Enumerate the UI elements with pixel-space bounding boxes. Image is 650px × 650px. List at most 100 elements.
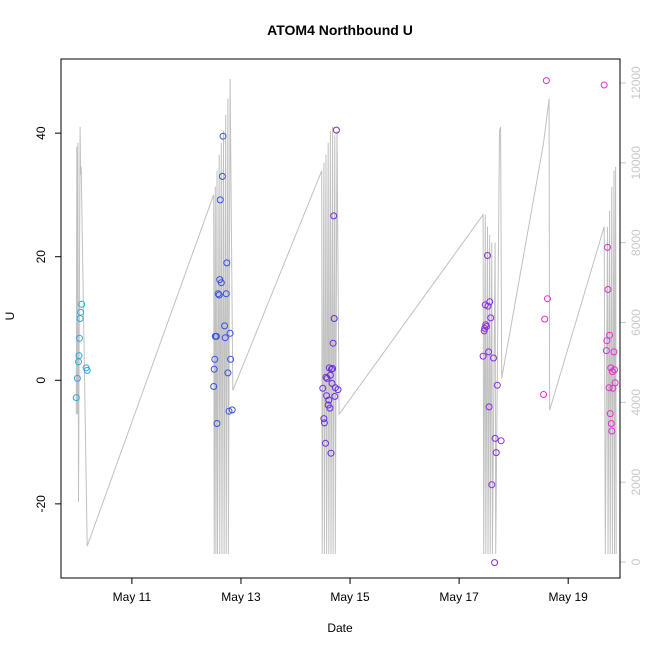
data-point: [486, 298, 494, 306]
data-point: [602, 347, 610, 355]
y2-tick-label: 6000: [629, 309, 643, 336]
data-point: [224, 369, 232, 377]
data-point: [75, 352, 83, 360]
data-point: [218, 172, 226, 180]
data-point: [322, 439, 329, 447]
data-point: [77, 308, 85, 316]
data-point: [480, 327, 488, 335]
data-point: [491, 559, 499, 567]
plot-frame: [60, 58, 621, 579]
x-tick-label: May 13: [221, 590, 261, 604]
data-point: [611, 379, 619, 387]
data-point: [320, 415, 328, 423]
data-point: [331, 392, 339, 400]
data-point: [76, 334, 83, 342]
y-tick-label: 40: [34, 126, 48, 140]
data-point: [608, 368, 616, 376]
chart-title: ATOM4 Northbound U: [267, 22, 413, 38]
data-point: [491, 434, 499, 442]
y-axis-right: 0 2000 4000 6000 8000 10000 12000: [619, 66, 643, 565]
data-point: [225, 407, 233, 415]
data-point: [540, 391, 548, 398]
data-points: [72, 77, 619, 567]
x-tick-label: May 15: [330, 590, 370, 604]
data-point: [329, 339, 337, 347]
y2-tick-label: 12000: [629, 66, 643, 100]
data-point: [490, 354, 497, 362]
data-point: [213, 420, 221, 427]
data-point: [325, 396, 333, 404]
data-point: [210, 383, 218, 390]
data-point: [485, 403, 493, 411]
data-point: [544, 295, 551, 303]
data-point: [73, 374, 81, 382]
x-axis-label: Date: [327, 621, 353, 635]
data-point: [607, 364, 615, 372]
y-tick-label: 20: [34, 250, 48, 264]
data-point: [334, 386, 342, 394]
data-point: [330, 315, 338, 322]
data-point: [606, 331, 614, 339]
data-point: [72, 394, 80, 402]
data-point: [493, 381, 501, 389]
data-point: [485, 348, 493, 356]
data-point: [217, 279, 225, 287]
data-point: [481, 324, 489, 332]
data-point: [78, 300, 86, 308]
data-point: [212, 332, 220, 340]
data-point: [605, 384, 613, 392]
data-point: [328, 365, 335, 373]
x-axis: May 11 May 13 May 15 May 17 May 19: [113, 578, 589, 604]
data-point: [219, 132, 227, 140]
data-point: [608, 427, 616, 435]
x-tick-label: May 11: [113, 590, 152, 604]
y2-tick-label: 4000: [629, 389, 643, 416]
data-point: [221, 334, 229, 342]
y2-tick-label: 2000: [629, 469, 643, 496]
data-point: [487, 314, 495, 322]
x-tick-label: May 17: [439, 590, 479, 604]
data-point: [210, 365, 218, 373]
y-tick-label: 0: [34, 377, 48, 384]
y-axis-label: U: [3, 312, 17, 321]
data-point: [607, 420, 615, 427]
data-point: [329, 365, 337, 372]
data-point: [600, 81, 608, 89]
y2-tick-label: 0: [629, 558, 643, 565]
data-point: [320, 419, 328, 427]
data-point: [228, 406, 236, 414]
x-tick-label: May 19: [549, 590, 589, 604]
data-point: [484, 252, 491, 259]
data-point: [222, 290, 230, 298]
data-point: [226, 329, 234, 337]
data-point: [216, 196, 224, 204]
data-point: [332, 126, 340, 134]
data-point: [322, 373, 330, 381]
data-point: [541, 315, 549, 323]
data-point: [211, 355, 219, 363]
data-point: [328, 379, 336, 387]
y2-tick-label: 10000: [629, 146, 643, 180]
background-trace: [75, 78, 617, 555]
y-axis-left: -20 0 20 40: [34, 126, 61, 513]
data-point: [604, 243, 611, 251]
data-point: [221, 322, 229, 330]
trace-line: [75, 78, 617, 555]
data-point: [479, 352, 487, 360]
data-point: [604, 286, 612, 293]
data-point: [488, 481, 496, 489]
data-point: [323, 392, 331, 400]
data-point: [484, 302, 492, 310]
data-point: [492, 449, 500, 457]
data-point: [603, 337, 611, 345]
data-point: [215, 291, 223, 299]
data-point: [330, 212, 338, 220]
data-point: [327, 449, 335, 457]
y2-tick-label: 8000: [629, 229, 643, 256]
data-point: [319, 384, 327, 392]
data-point: [610, 348, 618, 356]
data-point: [611, 366, 618, 374]
data-point: [227, 355, 235, 363]
y-tick-label: -20: [34, 495, 48, 513]
